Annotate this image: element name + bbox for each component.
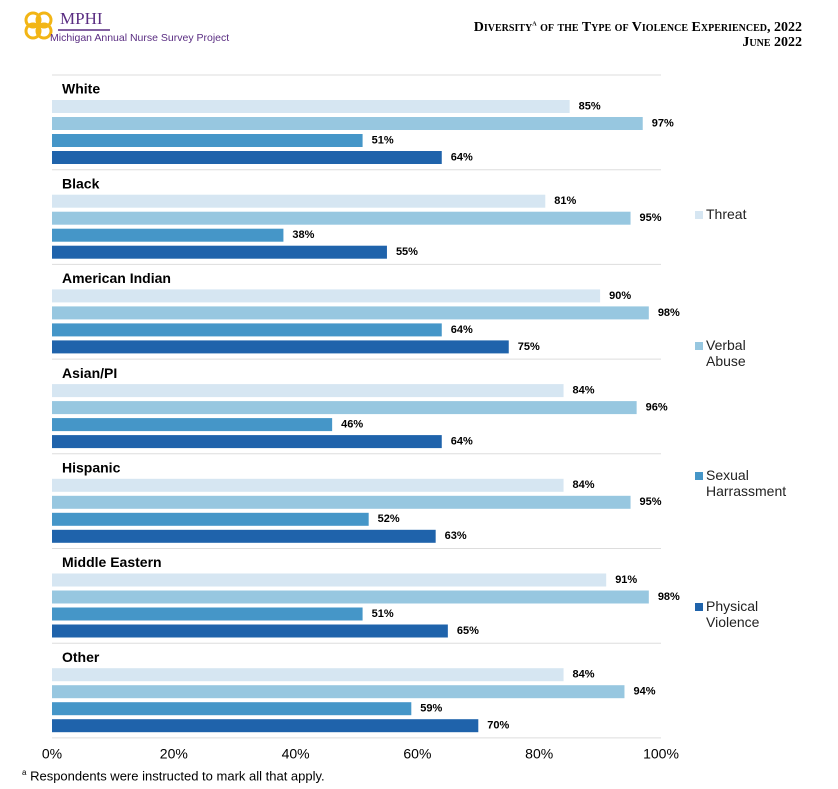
value-label: 59% <box>420 703 442 715</box>
bar <box>52 573 607 587</box>
group-label: Asian/PI <box>62 365 117 381</box>
value-label: 75% <box>518 341 540 353</box>
group-label: Middle Eastern <box>62 554 162 570</box>
bar <box>52 512 369 526</box>
value-label: 85% <box>579 100 601 112</box>
value-label: 95% <box>640 212 662 224</box>
bar <box>52 702 412 716</box>
group-label: White <box>62 81 100 97</box>
value-label: 95% <box>640 496 662 508</box>
group-label: Hispanic <box>62 460 121 476</box>
value-label: 91% <box>615 574 637 586</box>
bar <box>52 289 601 303</box>
bar <box>52 323 442 337</box>
x-tick-label: 0% <box>42 746 62 762</box>
value-label: 84% <box>573 669 595 681</box>
value-label: 46% <box>341 419 363 431</box>
bar <box>52 228 284 242</box>
bar <box>52 478 564 492</box>
bar <box>52 151 442 164</box>
logo-subtitle: Michigan Annual Nurse Survey Project <box>50 32 230 44</box>
bar <box>52 384 564 398</box>
value-label: 64% <box>451 324 473 336</box>
legend-label: Physical Violence <box>706 598 760 630</box>
footnote: a Respondents were instructed to mark al… <box>22 768 325 783</box>
legend-swatch <box>695 211 703 219</box>
title: Diversity <box>473 20 533 35</box>
legend-swatch <box>695 472 703 480</box>
legend-label: Threat <box>706 206 747 222</box>
bar <box>52 117 643 130</box>
footnote-marker: a <box>22 768 27 777</box>
x-tick-label: 80% <box>525 746 553 762</box>
value-label: 90% <box>609 290 631 302</box>
bar <box>52 685 625 699</box>
logo-emblem <box>24 11 53 40</box>
legend-label: Verbal Abuse <box>706 337 746 369</box>
bar <box>52 495 631 509</box>
x-tick-label: 20% <box>160 746 188 762</box>
legend-swatch <box>695 342 703 350</box>
legend-label: Sexual Harrassment <box>706 467 787 499</box>
value-label: 81% <box>554 195 576 207</box>
bar <box>52 211 631 225</box>
chart-title: Diversitya of the Type of Violence Exper… <box>473 17 802 50</box>
x-tick-label: 100% <box>643 746 679 762</box>
bar <box>52 134 363 147</box>
group-label: American Indian <box>62 270 171 286</box>
value-label: 70% <box>487 720 509 732</box>
bar <box>52 668 564 682</box>
value-label: 98% <box>658 591 680 603</box>
bar <box>52 529 436 543</box>
logo-name: MPHI <box>60 9 103 28</box>
footnote-text: Respondents were instructed to mark all … <box>30 768 325 784</box>
title-marker: a <box>532 17 537 28</box>
bar <box>52 401 637 415</box>
value-label: 98% <box>658 307 680 319</box>
bar <box>52 624 448 638</box>
value-label: 63% <box>445 530 467 542</box>
value-label: 52% <box>378 513 400 525</box>
value-label: 94% <box>633 686 655 698</box>
value-label: 97% <box>652 117 674 129</box>
bar <box>52 245 387 259</box>
value-label: 84% <box>573 385 595 397</box>
bar <box>52 100 570 113</box>
value-label: 64% <box>451 151 473 163</box>
bar <box>52 194 546 208</box>
value-label: 55% <box>396 246 418 258</box>
bar <box>52 435 442 449</box>
bar <box>52 340 509 354</box>
bar <box>52 607 363 621</box>
value-label: 65% <box>457 625 479 637</box>
group-label: Other <box>62 649 100 665</box>
value-label: 64% <box>451 436 473 448</box>
subtitle: June 2022 <box>742 35 802 50</box>
value-label: 38% <box>292 229 314 241</box>
bar <box>52 418 333 432</box>
value-label: 51% <box>372 134 394 146</box>
value-label: 51% <box>372 608 394 620</box>
x-tick-label: 40% <box>282 746 310 762</box>
bar <box>52 306 649 320</box>
value-label: 96% <box>646 402 668 414</box>
bar <box>52 719 479 733</box>
title-rest: of the Type of Violence Experienced, 202… <box>536 20 802 35</box>
bar <box>52 590 649 604</box>
x-tick-label: 60% <box>403 746 431 762</box>
legend-swatch <box>695 603 703 611</box>
group-label: Black <box>62 175 100 191</box>
value-label: 84% <box>573 479 595 491</box>
